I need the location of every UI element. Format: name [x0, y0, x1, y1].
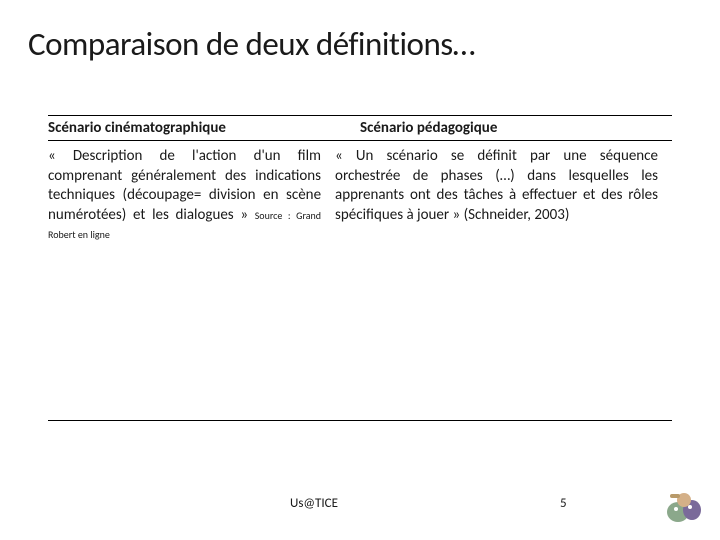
table-header-cell-right: Scénario pédagogique — [360, 116, 672, 140]
slide-title-region: Comparaison de deux définitions… — [0, 0, 720, 74]
table-cell-right: « Un scénario se définit par une séquenc… — [335, 141, 672, 420]
mascot-icon — [662, 482, 706, 526]
comparison-table: Scénario cinématographique Scénario péda… — [48, 115, 672, 421]
table-header-cell-left: Scénario cinématographique — [48, 116, 360, 140]
table-header-row: Scénario cinématographique Scénario péda… — [48, 115, 672, 141]
table-cell-left: « Description de l'action d'un film comp… — [48, 141, 335, 420]
slide: Comparaison de deux définitions… Scénari… — [0, 0, 720, 540]
table-row: « Description de l'action d'un film comp… — [48, 141, 672, 421]
footer-label: Us@TICE — [290, 496, 338, 511]
slide-footer: Us@TICE 5 — [0, 496, 720, 520]
page-number: 5 — [560, 496, 567, 511]
page-title: Comparaison de deux définitions… — [28, 24, 692, 64]
mascot-svg — [662, 482, 706, 526]
